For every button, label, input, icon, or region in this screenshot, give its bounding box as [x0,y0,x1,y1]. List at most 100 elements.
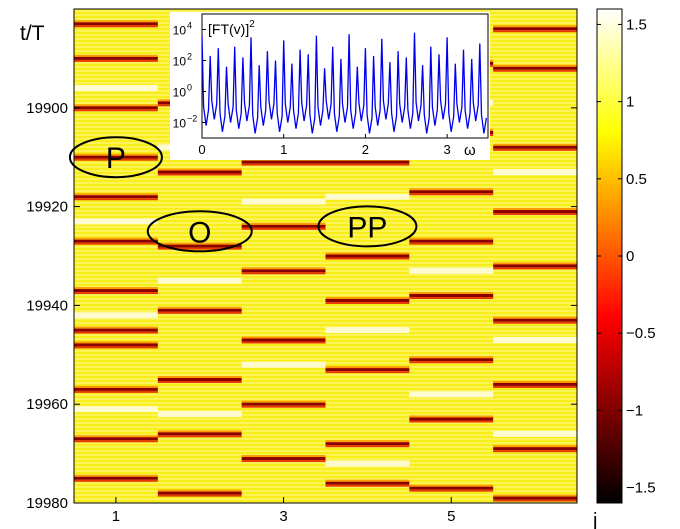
band-halo [157,311,242,314]
region-label: PP [347,211,387,244]
band-halo [157,430,242,433]
band-halo [409,356,494,359]
dark-band [409,190,494,194]
inset-x-tick-label: 1 [280,142,287,157]
light-band [493,169,577,176]
band-halo [409,237,494,240]
band-halo [157,376,242,378]
inset-y-tick-label: 10 [173,24,187,38]
colorbar-tick-label: 0.5 [626,171,647,188]
band-halo [493,143,577,146]
dark-band [241,160,326,164]
light-band [157,277,242,284]
colorbar-ticks: 1.5 1 0.5 0 −0.5 −1 −1.5 [597,16,656,497]
band-halo [325,301,410,304]
y-tick-label: 19980 [26,495,68,512]
inset-x-tick-label: 2 [362,142,369,157]
dark-band [241,269,326,273]
band-halo [74,59,158,62]
dark-band [157,378,242,381]
dark-band [493,382,577,386]
band-halo [74,20,158,23]
band-halo [74,104,158,107]
band-halo [74,390,158,393]
dark-band [493,27,577,31]
band-halo [74,153,158,156]
light-band [74,85,158,92]
band-halo [74,193,158,196]
dark-band [157,244,242,248]
band-halo [74,25,158,28]
band-halo [74,326,158,329]
band-halo [493,385,577,388]
light-band [241,361,326,368]
band-halo [241,460,326,463]
dark-band [409,417,494,421]
band-halo [409,193,494,196]
band-halo [493,213,577,216]
spectrum-line [202,32,488,134]
dark-band [325,254,410,258]
inset-y-tick-exponent: 2 [187,52,192,62]
inset-frame [201,13,489,139]
band-halo [157,306,242,309]
dark-band [74,239,158,243]
band-halo [493,380,577,383]
inset-x-label: ω [464,142,476,159]
band-halo [325,366,410,369]
band-halo [74,331,158,334]
dark-band [409,294,494,298]
dark-band [74,155,158,159]
band-halo [409,242,494,245]
band-halo [493,445,577,448]
band-halo [325,440,410,443]
colorbar-tick-label: −1 [626,402,643,419]
x-tick-label: 3 [279,508,287,525]
dark-band [74,387,158,391]
band-halo [157,489,242,492]
dark-band [493,496,577,500]
band-halo [241,405,326,408]
light-band [74,406,158,413]
band-halo [157,435,242,438]
band-halo [241,455,326,458]
band-halo [493,69,577,72]
band-halo [409,188,494,191]
band-halo [157,168,242,171]
region-annotations: P O PP [68,136,418,253]
band-halo [493,494,577,497]
band-halo [325,257,410,260]
heatmap-frame [73,8,578,504]
region-ellipse [146,210,253,253]
y-tick-label: 19940 [26,297,68,314]
band-halo [493,316,577,319]
dark-band [157,308,242,312]
band-halo [74,479,158,482]
band-halo [325,371,410,374]
dark-band [74,56,158,60]
dark-band [241,224,326,228]
band-halo [157,381,242,383]
dark-band [74,343,158,347]
light-band [325,327,410,334]
band-halo [74,198,158,201]
light-band [157,411,242,418]
band-halo [241,267,326,270]
band-halo [493,321,577,324]
band-halo [409,484,494,487]
dark-band [157,491,242,495]
region-label: P [106,142,126,175]
dark-band [74,22,158,26]
dark-band [325,298,410,302]
light-band [409,391,494,398]
band-halo [74,54,158,57]
light-band [493,430,577,437]
dark-band [409,358,494,362]
dark-band [493,318,577,322]
dark-band [74,437,158,441]
band-halo [409,297,494,300]
colorbar-tick-label: 1.5 [626,16,647,33]
light-band [325,460,410,467]
band-halo [74,385,158,388]
